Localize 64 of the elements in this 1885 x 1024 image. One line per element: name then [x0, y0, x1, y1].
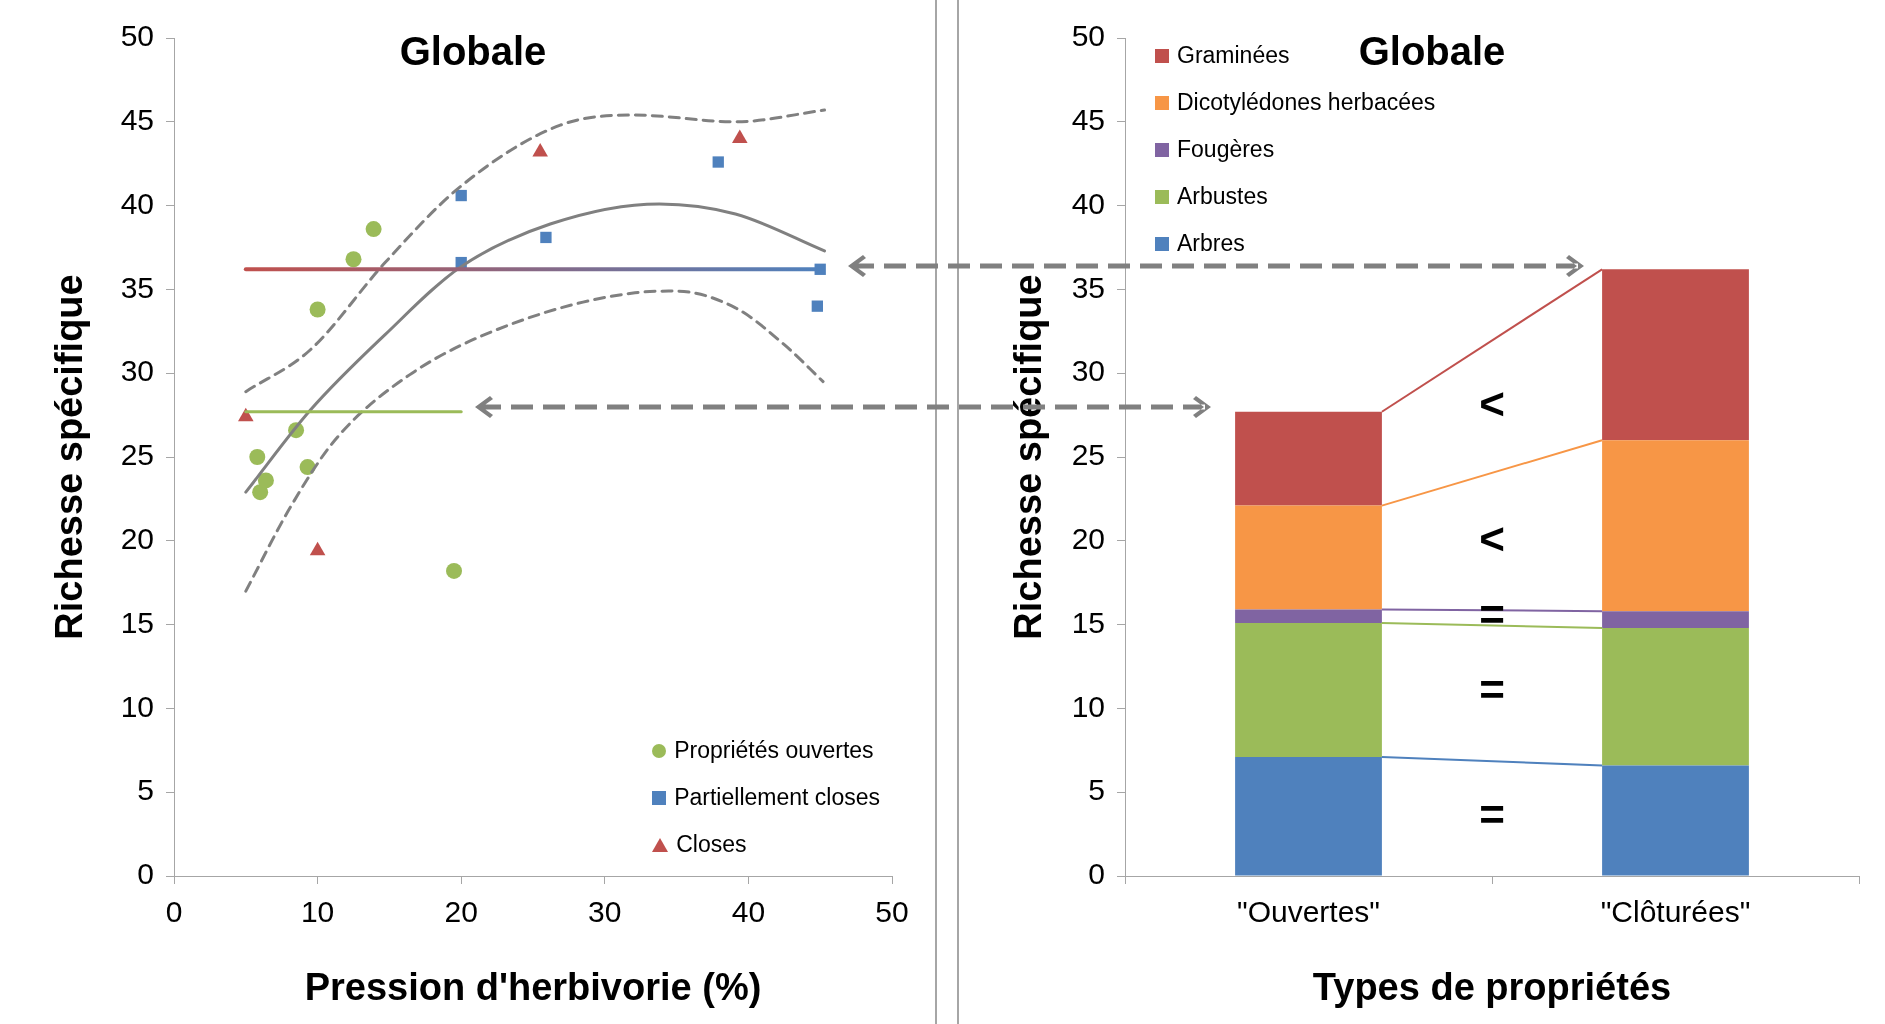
legend-label: Arbustes [1176, 182, 1269, 211]
point [455, 189, 467, 202]
bar [1235, 505, 1382, 610]
point [731, 129, 748, 144]
x-tick-label: "Ouvertes" [1236, 895, 1381, 929]
legend-label: Partiellement closes [673, 783, 880, 812]
legend-label: Arbres [1176, 229, 1246, 258]
legend-label: Dicotylédones herbacées [1176, 88, 1436, 117]
y-tick-label: 15 [120, 605, 154, 639]
point [446, 562, 463, 579]
x-axis-title: Types de propriétés [1312, 965, 1672, 1008]
x-tick-label: 50 [875, 895, 909, 929]
x-axis-title: Pression d'herbivorie (%) [304, 965, 762, 1008]
line-series [244, 289, 825, 593]
y-tick-label: 30 [1071, 354, 1105, 388]
x-tick-label: 30 [588, 895, 622, 929]
x-tick-label: 40 [731, 895, 766, 929]
point [712, 156, 724, 168]
y-tick-label: 45 [120, 103, 154, 137]
point [365, 221, 382, 238]
line-series [244, 108, 827, 394]
point [252, 484, 269, 501]
y-tick-label: 20 [120, 522, 154, 556]
line-series [244, 202, 827, 494]
y-tick-label: 25 [120, 438, 154, 472]
annotation: = [1479, 790, 1505, 840]
x-tick-label: 10 [300, 895, 335, 929]
annotation: < [1479, 378, 1505, 428]
x-tick-label: 0 [165, 895, 183, 929]
y-tick-label: 20 [1071, 522, 1105, 556]
y-axis-title: Richesse spécifique [48, 274, 91, 640]
x-tick-label: 20 [444, 895, 478, 929]
legend-label: Closes [675, 830, 748, 859]
y-tick-label: 45 [1071, 103, 1105, 137]
y-tick-label: 15 [1071, 605, 1105, 639]
y-axis-title: Richesse spécifique [1007, 274, 1050, 640]
y-tick-label: 35 [120, 270, 154, 304]
point [309, 301, 326, 318]
legend-label: Graminées [1177, 42, 1290, 68]
annotation: < [1479, 513, 1505, 563]
y-tick-label: 5 [1088, 773, 1105, 807]
point [811, 300, 823, 312]
point [249, 449, 266, 465]
point [257, 472, 274, 489]
y-tick-label: 40 [1071, 186, 1105, 220]
annotation: = [1479, 665, 1505, 715]
legend-label: Propriétés ouvertes [673, 736, 875, 765]
y-tick-label: 35 [1071, 270, 1105, 304]
y-tick-label: 50 [1071, 19, 1105, 53]
y-tick-label: 10 [120, 689, 154, 723]
y-tick-label: 5 [137, 773, 154, 807]
chart-title: Globale [1358, 29, 1506, 74]
point [540, 231, 552, 244]
y-tick-label: 0 [137, 857, 154, 891]
y-tick-label: 25 [1071, 438, 1105, 472]
x-tick-label: "Clôturées" [1600, 895, 1751, 929]
y-tick-label: 10 [1071, 689, 1105, 723]
y-tick-label: 50 [120, 19, 154, 53]
legend-label: Fougères [1176, 135, 1276, 164]
y-tick-label: 0 [1088, 857, 1105, 891]
chart-title: Globale [399, 29, 547, 74]
y-tick-label: 30 [120, 354, 154, 388]
y-tick-label: 40 [120, 186, 154, 220]
point [345, 251, 362, 268]
